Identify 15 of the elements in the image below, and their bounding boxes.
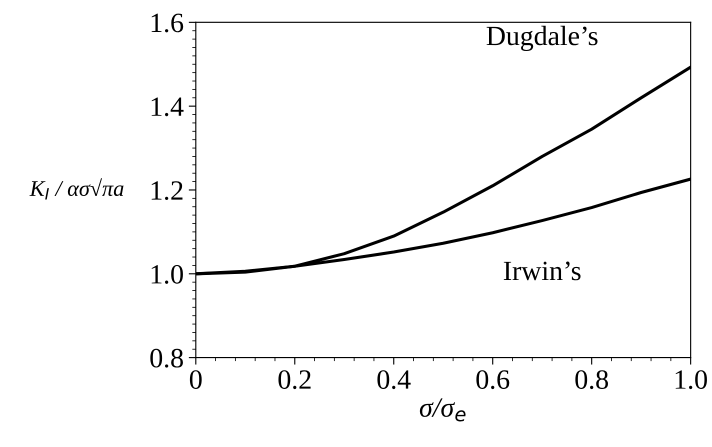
y-tick-label: 0.8 xyxy=(150,348,183,368)
text: Dugdale’s xyxy=(486,26,598,52)
y-tick-label: 1.2 xyxy=(152,181,182,200)
x-tick-label: 0.8 xyxy=(575,370,608,390)
y-tick-label: 1.4 xyxy=(152,97,184,116)
y-tick-label: 1.0 xyxy=(152,264,183,284)
x-tick-label: 0 xyxy=(190,370,202,389)
y-tick-label: 1.6 xyxy=(152,14,184,32)
x-axis-title: σ/σ$_{e}$ xyxy=(420,398,466,422)
x-tick-label: 0.4 xyxy=(377,370,411,390)
x-tick-label: 0.2 xyxy=(278,370,311,390)
y-axis-title: K$_{I}$ / ασ√πa xyxy=(29,178,124,200)
series-label: Irwin’s xyxy=(504,262,581,280)
x-tick-label: 0.6 xyxy=(476,370,510,390)
x-tick-label: 1.0 xyxy=(676,370,707,390)
